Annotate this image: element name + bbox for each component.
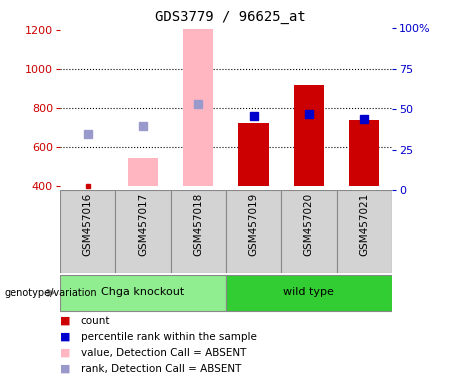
Text: GSM457016: GSM457016 (83, 192, 93, 256)
Bar (349, 120, 379, 186)
Text: Chga knockout: Chga knockout (101, 287, 184, 297)
Text: genotype/variation: genotype/variation (5, 288, 97, 298)
Bar (294, 84, 324, 186)
Text: value, Detection Call = ABSENT: value, Detection Call = ABSENT (81, 348, 246, 358)
Text: ■: ■ (60, 332, 71, 342)
Bar (281, 190, 337, 273)
Text: ■: ■ (60, 348, 71, 358)
Text: count: count (81, 316, 110, 326)
Bar (128, 158, 158, 186)
Text: rank, Detection Call = ABSENT: rank, Detection Call = ABSENT (81, 364, 241, 374)
Text: GSM457018: GSM457018 (193, 192, 203, 256)
Bar (337, 190, 392, 273)
Text: percentile rank within the sample: percentile rank within the sample (81, 332, 257, 342)
Text: ■: ■ (60, 316, 71, 326)
Bar (226, 275, 392, 311)
Text: GSM457017: GSM457017 (138, 192, 148, 256)
Text: ■: ■ (60, 364, 71, 374)
Bar (171, 190, 226, 273)
Bar (115, 190, 171, 273)
Bar (60, 275, 226, 311)
Text: GSM457021: GSM457021 (359, 192, 369, 256)
Bar (183, 29, 213, 186)
Text: wild type: wild type (284, 287, 334, 297)
Bar (60, 190, 115, 273)
Text: GSM457020: GSM457020 (304, 192, 314, 256)
Bar (238, 122, 269, 186)
Text: GDS3779 / 96625_at: GDS3779 / 96625_at (155, 10, 306, 23)
Text: GSM457019: GSM457019 (248, 192, 259, 256)
Bar (226, 190, 281, 273)
